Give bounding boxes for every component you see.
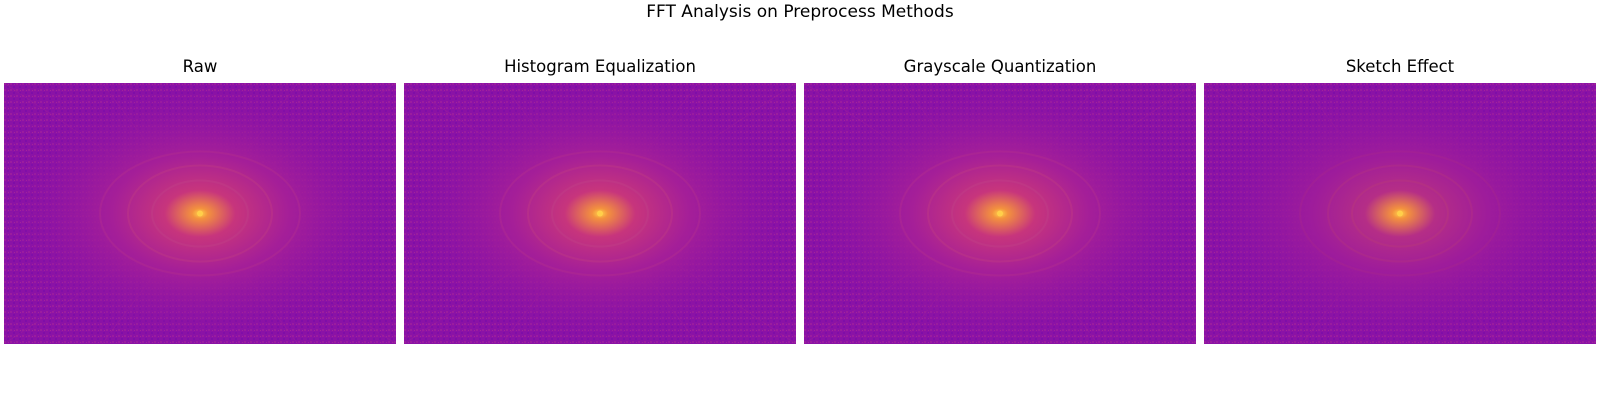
- figure-title: FFT Analysis on Preprocess Methods: [646, 2, 954, 22]
- panel-title-grayscale-quantization: Grayscale Quantization: [903, 57, 1097, 76]
- panel-title-sketch-effect: Sketch Effect: [1345, 57, 1455, 76]
- fft-spectrum-image-grayscale-quantization: [804, 83, 1196, 344]
- fft-spectrum-image-raw: [4, 83, 396, 344]
- panel-title-histogram-equalization: Histogram Equalization: [504, 57, 696, 76]
- fft-spectrum-image-histogram-equalization: [404, 83, 796, 344]
- panel-title-raw: Raw: [182, 57, 218, 76]
- fft-spectrum-image-sketch-effect: [1204, 83, 1596, 344]
